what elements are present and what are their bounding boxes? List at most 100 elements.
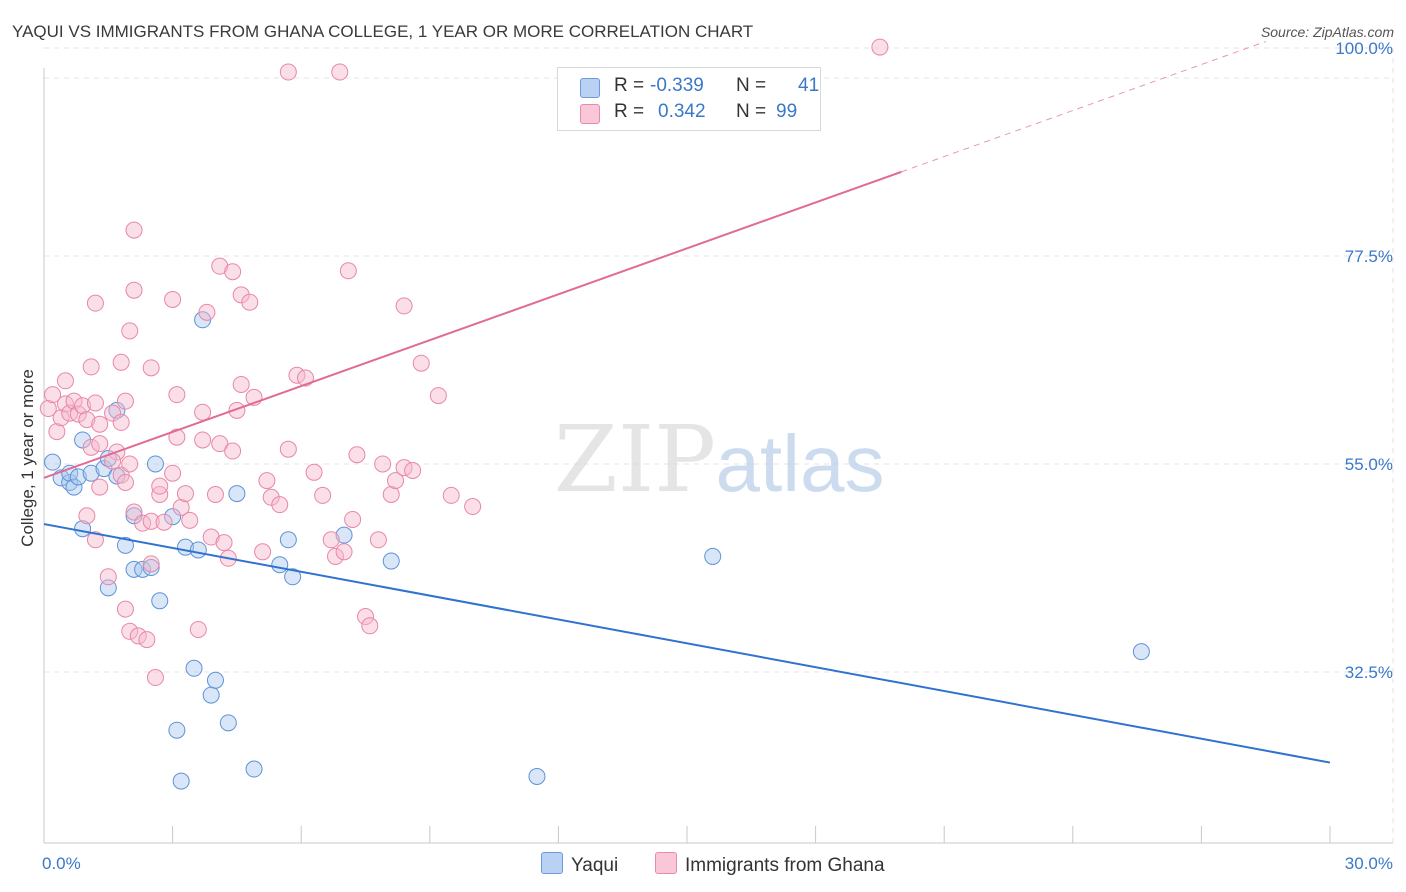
yaqui-point <box>202 686 220 704</box>
ghana-point <box>82 358 100 376</box>
yaqui-point <box>134 560 152 578</box>
ghana-point <box>271 496 289 514</box>
legend-r-label: R = <box>614 101 645 122</box>
ghana-point <box>52 409 70 427</box>
ghana-point <box>104 404 122 422</box>
ghana-point <box>369 531 387 549</box>
ghana-point <box>442 486 460 504</box>
ghana-regression-line <box>43 170 902 479</box>
ghana-point <box>241 293 259 311</box>
ghana-point <box>374 455 392 473</box>
ghana-point <box>176 485 194 503</box>
ghana-point <box>69 405 87 423</box>
ghana-point <box>228 401 246 419</box>
correlation-legend: R = -0.339 N = 41 R = 0.342 N = 99 <box>557 67 821 131</box>
legend-n-value: 41 <box>798 75 820 96</box>
legend-n-value: 99 <box>776 101 798 122</box>
ghana-point <box>395 297 413 315</box>
yaqui-point <box>44 453 62 471</box>
ghana-point <box>404 461 422 479</box>
ghana-point <box>121 622 139 640</box>
ghana-point <box>164 290 182 308</box>
watermark-zip: ZIP <box>554 406 716 513</box>
yaqui-point <box>228 485 246 503</box>
yaqui-point <box>125 560 143 578</box>
yaqui-point <box>172 772 190 790</box>
yaqui-point <box>65 478 83 496</box>
ghana-point <box>125 281 143 299</box>
y-axis-title: College, 1 year or more <box>18 369 37 547</box>
ghana-regression-extension <box>901 41 1266 173</box>
yaqui-point <box>219 714 237 732</box>
ghana-point <box>871 38 889 56</box>
ghana-point <box>142 512 160 530</box>
yaqui-point <box>279 531 297 549</box>
ghana-point <box>305 463 323 481</box>
ghana-point <box>189 620 207 638</box>
ghana-point <box>322 531 340 549</box>
x-tick-label: 30.0% <box>1345 854 1393 873</box>
x-tick-label: 0.0% <box>42 854 81 873</box>
ghana-point <box>206 485 224 503</box>
yaqui-point <box>116 536 134 554</box>
ghana-point <box>142 555 160 573</box>
tick-labels: 100.0% 77.5% 55.0% 32.5% 0.0% 30.0% <box>42 39 1393 873</box>
ghana-point <box>258 472 276 490</box>
yaqui-regression-line <box>43 523 1331 764</box>
ghana-point <box>65 392 83 410</box>
watermark-atlas: atlas <box>716 419 885 508</box>
ghana-point <box>86 531 104 549</box>
legend-n-label: N = <box>736 75 767 96</box>
ghana-point <box>429 387 447 405</box>
ghana-point <box>116 392 134 410</box>
ghana-point <box>348 446 366 464</box>
ghana-point <box>39 400 57 418</box>
ghana-point <box>121 455 139 473</box>
y-tick-label: 32.5% <box>1345 663 1393 682</box>
ghana-point <box>138 631 156 649</box>
ghana-point <box>361 617 379 635</box>
ghana-point <box>339 262 357 280</box>
yaqui-point <box>74 431 92 449</box>
bottom-legend-swatch-yaqui <box>541 852 563 874</box>
yaqui-point <box>1132 643 1150 661</box>
yaqui-point <box>704 547 722 565</box>
yaqui-point <box>335 526 353 544</box>
legend-r-value: 0.342 <box>658 101 706 122</box>
yaqui-point <box>82 464 100 482</box>
ghana-point <box>121 322 139 340</box>
yaqui-point <box>168 721 186 739</box>
legend-r-label: R = <box>614 75 645 96</box>
ghana-point <box>232 286 250 304</box>
y-tick-label: 77.5% <box>1345 247 1393 266</box>
ghana-point <box>151 477 169 495</box>
legend-r-value: -0.339 <box>650 75 704 96</box>
bottom-legend-label-yaqui: Yaqui <box>571 855 619 876</box>
y-tick-label: 55.0% <box>1345 455 1393 474</box>
yaqui-point <box>146 455 164 473</box>
ghana-point <box>168 386 186 404</box>
bottom-legend-swatch-ghana <box>655 852 677 874</box>
ghana-point <box>125 221 143 239</box>
yaqui-point <box>151 592 169 610</box>
ghana-point <box>387 472 405 490</box>
ghana-point <box>296 369 314 387</box>
ghana-point <box>142 359 160 377</box>
ghana-point <box>99 568 117 586</box>
ghana-point <box>129 627 147 645</box>
ghana-point <box>134 514 152 532</box>
ghana-point <box>335 543 353 561</box>
yaqui-point <box>69 468 87 486</box>
ghana-point <box>279 63 297 81</box>
ghana-point <box>172 498 190 516</box>
yaqui-point <box>528 767 546 785</box>
yaqui-point <box>95 460 113 478</box>
chart-source: Source: ZipAtlas.com <box>1260 24 1394 40</box>
ghana-point <box>326 547 344 565</box>
ghana-point <box>211 435 229 453</box>
yaqui-point <box>125 507 143 525</box>
ghana-point <box>224 442 242 460</box>
yaqui-point <box>206 671 224 689</box>
ghana-point <box>344 510 362 528</box>
y-tick-label: 100.0% <box>1335 39 1393 58</box>
